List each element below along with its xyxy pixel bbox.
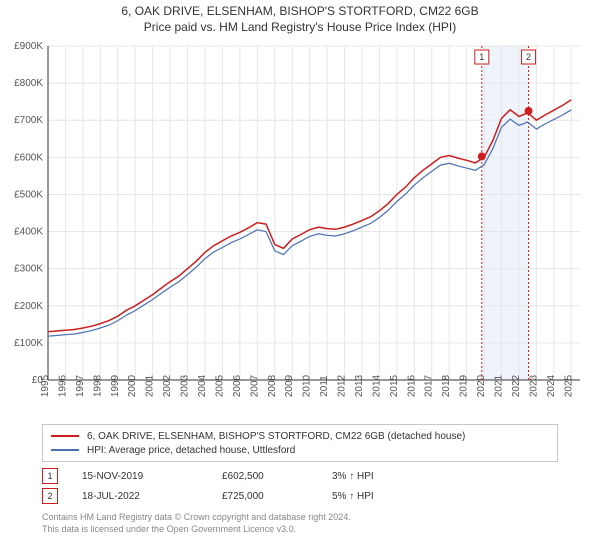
- xtick-label: 2002: [162, 374, 173, 397]
- price-chart: £0£100K£200K£300K£400K£500K£600K£700K£80…: [0, 40, 600, 420]
- xtick-label: 2023: [528, 374, 539, 397]
- xtick-label: 1998: [92, 374, 103, 397]
- shade-region: [482, 46, 529, 380]
- ytick-label: £200K: [14, 301, 43, 312]
- ytick-label: £400K: [14, 227, 43, 238]
- ytick-label: £500K: [14, 189, 43, 200]
- sale-point: [525, 107, 533, 115]
- ytick-label: £300K: [14, 264, 43, 275]
- sale-point-badge-num: 1: [479, 52, 484, 62]
- xtick-label: 2010: [302, 374, 313, 397]
- legend-row: HPI: Average price, detached house, Uttl…: [51, 443, 549, 457]
- xtick-label: 2012: [337, 374, 348, 397]
- xtick-label: 2000: [127, 374, 138, 397]
- xtick-label: 1999: [110, 374, 121, 397]
- xtick-label: 2021: [494, 374, 505, 397]
- marker-price: £602,500: [222, 471, 332, 482]
- marker-date: 18-JUL-2022: [82, 491, 222, 502]
- xtick-label: 1996: [57, 374, 68, 397]
- sale-markers-table: 1 15-NOV-2019 £602,500 3% ↑ HPI 2 18-JUL…: [42, 466, 558, 506]
- marker-delta: 3% ↑ HPI: [332, 471, 374, 482]
- sale-point: [478, 152, 486, 160]
- xtick-label: 2018: [441, 374, 452, 397]
- xtick-label: 2014: [371, 374, 382, 397]
- legend-swatch: [51, 435, 79, 437]
- xtick-label: 2011: [319, 375, 330, 397]
- ytick-label: £800K: [14, 78, 43, 89]
- xtick-label: 1997: [75, 374, 86, 397]
- legend: 6, OAK DRIVE, ELSENHAM, BISHOP'S STORTFO…: [42, 424, 558, 462]
- xtick-label: 2022: [511, 374, 522, 397]
- marker-badge-num: 2: [47, 491, 52, 501]
- marker-badge: 2: [42, 488, 58, 504]
- xtick-label: 2019: [459, 374, 470, 397]
- legend-label: HPI: Average price, detached house, Uttl…: [87, 445, 295, 456]
- ytick-label: £600K: [14, 152, 43, 163]
- xtick-label: 2008: [267, 374, 278, 397]
- legend-row: 6, OAK DRIVE, ELSENHAM, BISHOP'S STORTFO…: [51, 429, 549, 443]
- marker-delta: 5% ↑ HPI: [332, 491, 374, 502]
- xtick-label: 2013: [354, 374, 365, 397]
- ytick-label: £100K: [14, 338, 43, 349]
- xtick-label: 1995: [40, 374, 51, 397]
- xtick-label: 2016: [406, 374, 417, 397]
- xtick-label: 2007: [249, 374, 260, 397]
- xtick-label: 2009: [284, 374, 295, 397]
- footer-line: Contains HM Land Registry data © Crown c…: [42, 512, 558, 524]
- title-sub: Price paid vs. HM Land Registry's House …: [0, 20, 600, 34]
- xtick-label: 2017: [424, 374, 435, 397]
- xtick-label: 2001: [145, 374, 156, 397]
- xtick-label: 2015: [389, 374, 400, 397]
- sale-marker-row: 1 15-NOV-2019 £602,500 3% ↑ HPI: [42, 466, 558, 486]
- xtick-label: 2003: [180, 374, 191, 397]
- chart-titles: 6, OAK DRIVE, ELSENHAM, BISHOP'S STORTFO…: [0, 0, 600, 34]
- footer-attribution: Contains HM Land Registry data © Crown c…: [42, 512, 558, 535]
- legend-label: 6, OAK DRIVE, ELSENHAM, BISHOP'S STORTFO…: [87, 431, 465, 442]
- xtick-label: 2025: [563, 374, 574, 397]
- marker-price: £725,000: [222, 491, 332, 502]
- xtick-label: 2004: [197, 374, 208, 397]
- sale-marker-row: 2 18-JUL-2022 £725,000 5% ↑ HPI: [42, 486, 558, 506]
- xtick-label: 2024: [546, 374, 557, 397]
- marker-date: 15-NOV-2019: [82, 471, 222, 482]
- ytick-label: £900K: [14, 41, 43, 52]
- marker-badge: 1: [42, 468, 58, 484]
- footer-line: This data is licensed under the Open Gov…: [42, 524, 558, 536]
- title-main: 6, OAK DRIVE, ELSENHAM, BISHOP'S STORTFO…: [0, 4, 600, 18]
- xtick-label: 2005: [214, 374, 225, 397]
- sale-point-badge-num: 2: [526, 52, 531, 62]
- legend-swatch: [51, 449, 79, 451]
- xtick-label: 2006: [232, 374, 243, 397]
- marker-badge-num: 1: [47, 471, 52, 481]
- xtick-label: 2020: [476, 374, 487, 397]
- ytick-label: £700K: [14, 115, 43, 126]
